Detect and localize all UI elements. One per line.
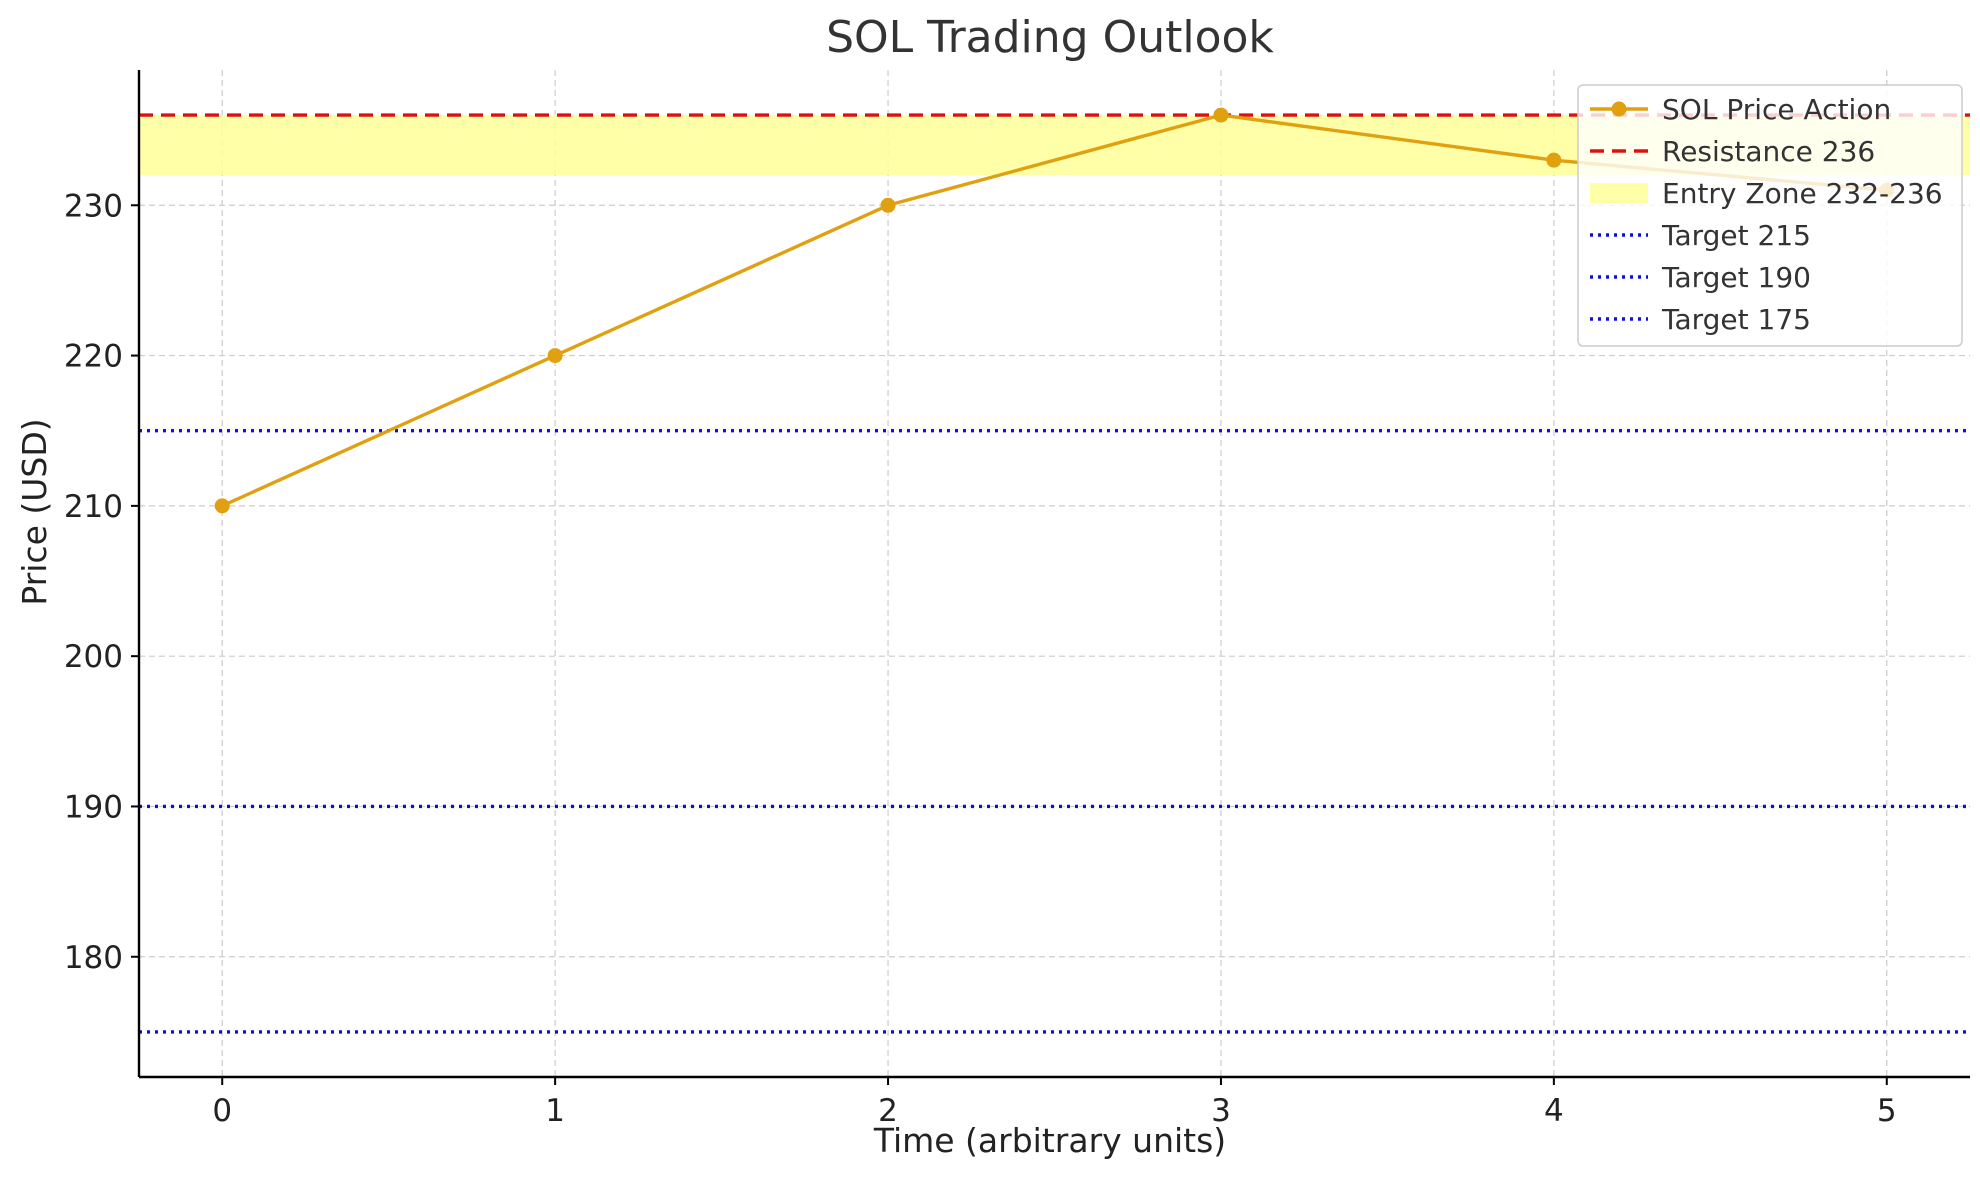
legend-label: Entry Zone 232-236 [1662,177,1943,210]
axes [137,70,1970,1079]
legend-box [1577,84,1963,347]
x-tick-label: 5 [1877,1093,1897,1129]
data-point [214,498,230,514]
legend-label: Target 175 [1661,303,1811,336]
y-tick-label: 180 [64,940,123,976]
data-point [1213,107,1229,123]
legend-label: Target 190 [1661,261,1811,294]
legend-label: SOL Price Action [1662,93,1891,126]
legend-label: Resistance 236 [1662,135,1875,168]
x-tick-label: 1 [545,1093,565,1129]
data-point [547,348,563,364]
x-tick-label: 0 [212,1093,232,1129]
ticks: 0 1 2 3 4 5 180 190 200 210 220 230 [64,188,1897,1129]
legend-label: Target 215 [1661,219,1811,252]
data-point [880,197,896,213]
legend-series-marker [1611,101,1627,117]
y-tick-label: 220 [64,339,123,375]
x-tick-label: 2 [878,1093,898,1129]
x-tick-label: 3 [1211,1093,1231,1129]
data-point [1546,152,1562,168]
legend-band-swatch [1590,183,1648,203]
x-axis-label: Time (arbitrary units) [873,1121,1226,1160]
y-tick-label: 210 [64,489,123,525]
chart-title: SOL Trading Outlook [826,12,1274,63]
y-tick-label: 200 [64,639,123,675]
legend: SOL Price Action Resistance 236 Entry Zone… [1577,84,1963,347]
y-tick-label: 190 [64,789,123,825]
y-tick-label: 230 [64,188,123,224]
x-tick-label: 4 [1544,1093,1564,1129]
y-axis-label: Price (USD) [15,418,54,605]
